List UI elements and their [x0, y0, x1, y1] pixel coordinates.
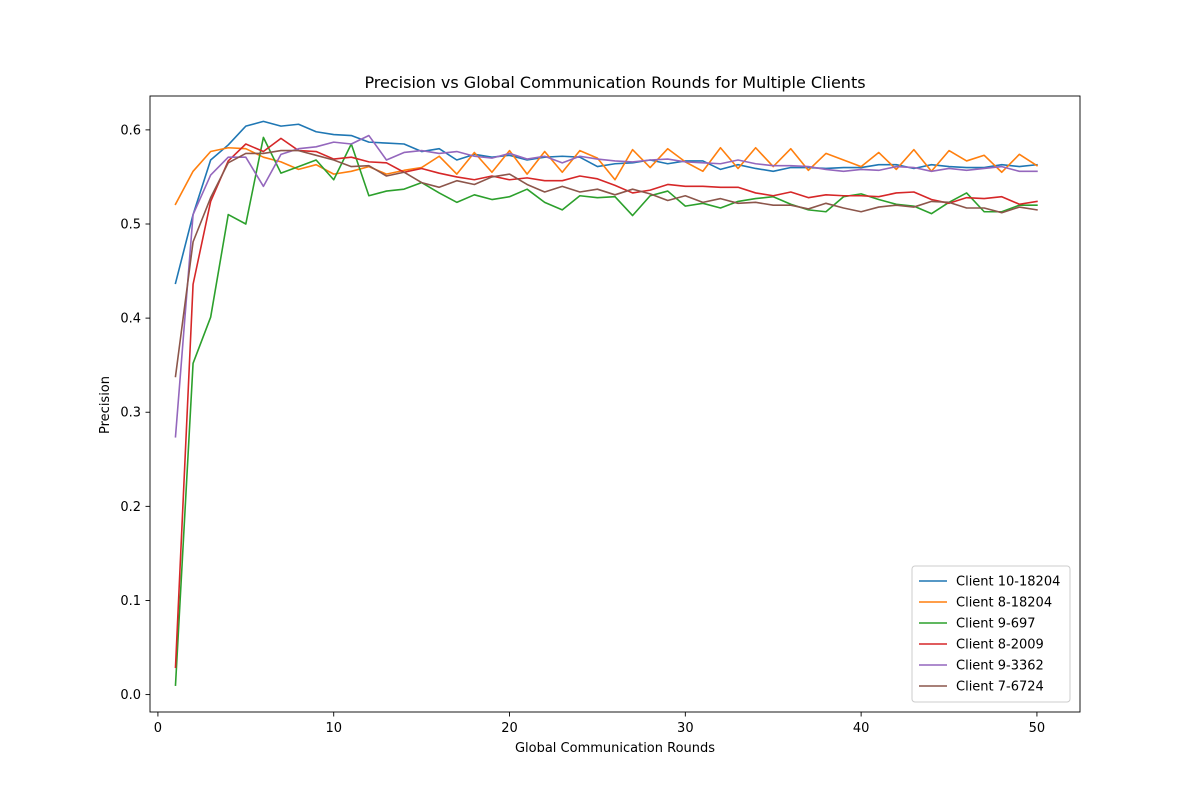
- legend-label-4: Client 9-3362: [956, 659, 1044, 674]
- legend-label-2: Client 9-697: [956, 617, 1036, 632]
- chart-title: Precision vs Global Communication Rounds…: [364, 73, 865, 92]
- legend: Client 10-18204 Client 8-18204 Client 9-69…: [911, 565, 1071, 703]
- y-tick-label: 0.6: [120, 123, 141, 138]
- series-line-2: [174, 136, 1038, 687]
- x-tick-label: 30: [677, 721, 694, 736]
- y-tick-label: 0.3: [120, 406, 141, 421]
- axes-frame: [149, 95, 1081, 713]
- x-tick-label: 20: [501, 721, 518, 736]
- series-line-5: [174, 149, 1038, 378]
- x-tick-label: 0: [154, 721, 162, 736]
- legend-box: [911, 565, 1071, 703]
- series-line-0: [174, 120, 1038, 285]
- x-tick-label: 40: [853, 721, 870, 736]
- y-tick-label: 0.0: [120, 688, 141, 703]
- y-tick-label: 0.4: [120, 312, 141, 327]
- y-tick-label: 0.5: [120, 218, 141, 233]
- legend-label-0: Client 10-18204: [956, 575, 1060, 590]
- series-line-4: [174, 134, 1038, 438]
- series-line-3: [174, 137, 1038, 669]
- x-axis-title: Global Communication Rounds: [515, 741, 715, 756]
- legend-label-3: Client 8-2009: [956, 638, 1044, 653]
- y-axis-title: Precision: [98, 376, 113, 434]
- x-tick-label: 50: [1029, 721, 1046, 736]
- legend-label-1: Client 8-18204: [956, 596, 1052, 611]
- y-tick-label: 0.1: [120, 594, 141, 609]
- y-tick-label: 0.2: [120, 500, 141, 515]
- x-tick-label: 10: [325, 721, 342, 736]
- legend-label-5: Client 7-6724: [956, 680, 1044, 695]
- plot-area: 0 10 20 30 40 50 0.0 0.1 0.2 0.3 0.4 0.5 0.6: [120, 95, 1081, 736]
